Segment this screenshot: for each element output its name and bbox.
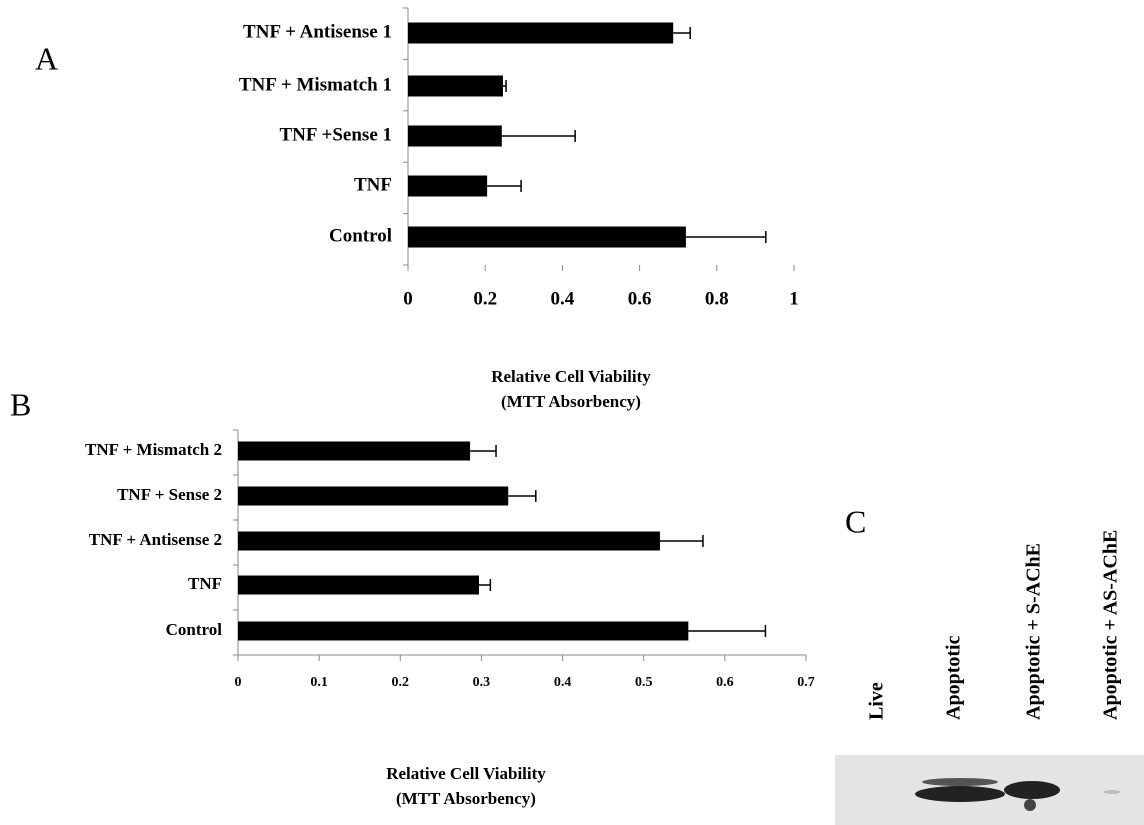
- x-axis-label: Relative Cell Viability: [386, 764, 546, 783]
- x-tick-label: 0.3: [473, 675, 491, 690]
- bar: [238, 487, 508, 506]
- blot-band: [1104, 790, 1120, 794]
- bar: [408, 176, 487, 197]
- blot-band: [915, 786, 1005, 802]
- x-tick-label: 0.5: [635, 675, 653, 690]
- error-bar: [660, 535, 703, 547]
- bar: [408, 227, 686, 248]
- error-bar: [688, 625, 765, 637]
- y-tick-label: TNF + Antisense 1: [243, 21, 392, 42]
- y-tick-label: TNF: [354, 174, 392, 195]
- figure: A 0 0.2 0.4 0.6 0.8 1 TNF + Antisense 1 TNF + Mi…: [0, 0, 1144, 825]
- y-tick-label: Control: [166, 620, 223, 639]
- bar: [408, 23, 673, 44]
- y-tick-label: TNF + Sense 2: [117, 485, 222, 504]
- x-axis-label: Relative Cell Viability: [491, 367, 651, 386]
- error-bar: [503, 80, 506, 92]
- blot-band: [1004, 781, 1060, 799]
- bar: [238, 442, 470, 461]
- bar: [408, 126, 502, 147]
- x-tick-label: 0.2: [392, 675, 410, 690]
- bar: [408, 76, 503, 97]
- blot-band: [1024, 799, 1036, 811]
- lane-label: Live: [866, 682, 888, 720]
- lane-label: Apoptotic: [943, 635, 965, 720]
- error-bar: [470, 445, 496, 457]
- y-tick-label: TNF + Mismatch 2: [85, 440, 222, 459]
- bar: [238, 622, 688, 641]
- lane-label: Apoptotic + S-AChE: [1023, 543, 1045, 720]
- x-tick-label: 0.4: [554, 675, 572, 690]
- y-tick-label: TNF + Mismatch 1: [239, 74, 392, 95]
- x-tick-label: 0: [235, 675, 242, 690]
- x-tick-label: 0: [403, 288, 413, 309]
- error-bar: [502, 130, 575, 142]
- x-tick-label: 1: [789, 288, 799, 309]
- x-tick-label: 0.1: [310, 675, 328, 690]
- panel-label: C: [845, 503, 866, 539]
- x-tick-label: 0.8: [705, 288, 729, 309]
- panel-label: A: [35, 40, 58, 76]
- lane-label: Apoptotic + AS-AChE: [1100, 530, 1122, 720]
- y-tick-label: TNF +Sense 1: [279, 124, 392, 145]
- error-bar: [487, 180, 521, 192]
- error-bar: [673, 27, 690, 39]
- x-tick-label: 0.6: [628, 288, 652, 309]
- error-bar: [508, 490, 536, 502]
- x-tick-label: 0.2: [473, 288, 497, 309]
- y-tick-label: TNF + Antisense 2: [89, 530, 222, 549]
- x-axis-label: (MTT Absorbency): [501, 392, 641, 411]
- y-tick-label: Control: [329, 225, 392, 246]
- x-tick-label: 0.7: [797, 675, 815, 690]
- x-tick-label: 0.6: [716, 675, 734, 690]
- y-tick-label: TNF: [188, 574, 222, 593]
- x-axis-label: (MTT Absorbency): [396, 789, 536, 808]
- x-tick-label: 0.4: [551, 288, 575, 309]
- error-bar: [479, 579, 490, 591]
- blot-band: [922, 778, 998, 786]
- bar: [238, 576, 479, 595]
- western-blot: [835, 755, 1144, 825]
- bar: [238, 532, 660, 551]
- panel-label: B: [10, 386, 31, 422]
- error-bar: [686, 231, 766, 243]
